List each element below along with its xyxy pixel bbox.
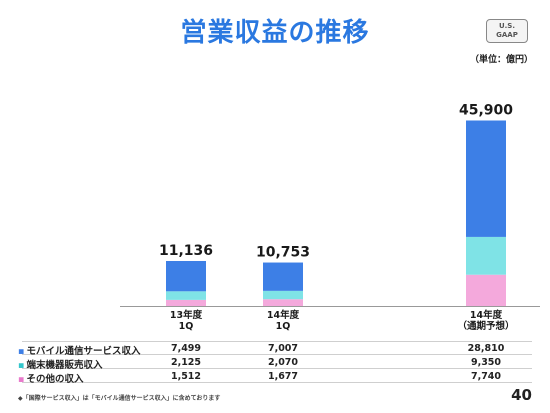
legend-swatch-icon: ▪ [18,360,25,371]
bar-segment-1-2 [263,299,303,306]
table-cell: 7,740 [470,371,502,382]
table-row-label: ▪ 端末機器販売収入 [18,357,102,371]
legend-swatch-icon: ▪ [18,346,25,357]
bar-segment-2-1 [166,291,206,300]
line-1 [22,354,532,355]
bar-total-label: 10,753 [256,245,310,261]
page-number: 40 [511,386,532,404]
table-cell: 9,350 [470,357,502,368]
table-cell: 7,007 [267,343,299,354]
category-label: 14年度 [470,309,503,321]
category-label: 1Q [179,321,194,332]
category-label: 1Q [276,321,291,332]
category-label: 13年度 [170,309,203,321]
category-label: （通期予想） [457,320,514,332]
table-cell: 1,512 [170,371,202,382]
bar-total-label: 11,136 [159,243,213,259]
table-row-label: ▪ その他の収入 [18,371,83,385]
row-label-text: 端末機器販売収入 [26,360,103,371]
page-title: 営業収益の推移 [180,18,370,48]
bar-segment-2-3 [466,236,506,275]
bar-total-label: 45,900 [459,102,513,118]
line-2 [22,368,532,369]
table-cell: 7,499 [170,343,202,354]
line-top [22,341,532,342]
table-row-label: ▪ モバイル通信サービス収入 [18,343,140,357]
bar-segment-3-3 [466,120,506,237]
line-3 [22,382,532,383]
footnote: ◆「国際サービス収入」は「モバイル通信サービス収入」に含めております [18,395,221,402]
row-label-text: その他の収入 [26,374,84,385]
category-label: 14年度 [267,309,300,321]
badge-line-2: GAAP [496,31,518,39]
table-cell: 2,125 [170,357,202,368]
row-label-text: モバイル通信サービス収入 [26,346,141,357]
unit-label: （単位：億円） [470,55,534,65]
us-gaap-badge: U.S. GAAP [486,19,528,43]
legend-swatch-icon: ▪ [18,374,25,385]
bar-segment-1-1 [166,299,206,306]
bar-segment-3-1 [166,260,206,292]
table-cell: 1,677 [267,371,299,382]
bar-segment-1-3 [466,274,506,306]
table-cell: 2,070 [267,357,299,368]
badge-line-1: U.S. [498,22,516,30]
bar-segment-3-2 [263,262,303,291]
table-cell: 28,810 [467,343,505,354]
bar-segment-2-2 [263,290,303,300]
